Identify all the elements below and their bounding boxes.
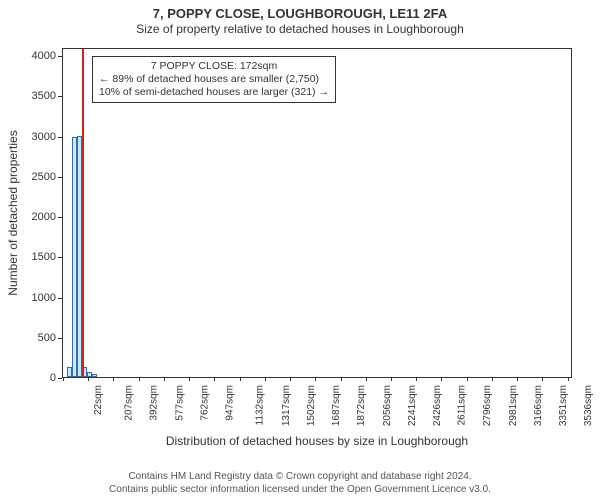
x-tick-mark bbox=[214, 377, 215, 381]
info-line-2: ← 89% of detached houses are smaller (2,… bbox=[99, 73, 329, 86]
y-tick-label: 4000 bbox=[20, 50, 56, 62]
y-tick-mark bbox=[58, 217, 62, 218]
x-tick-mark bbox=[88, 377, 89, 381]
subject-property-marker bbox=[82, 49, 84, 377]
x-axis-label: Distribution of detached houses by size … bbox=[62, 434, 572, 448]
y-tick-label: 2000 bbox=[20, 211, 56, 223]
x-tick-mark bbox=[290, 377, 291, 381]
x-tick-mark bbox=[341, 377, 342, 381]
y-tick-label: 3000 bbox=[20, 131, 56, 143]
x-tick-mark bbox=[265, 377, 266, 381]
y-tick-label: 1500 bbox=[20, 251, 56, 263]
x-tick-mark bbox=[139, 377, 140, 381]
y-tick-label: 0 bbox=[20, 372, 56, 384]
y-tick-mark bbox=[58, 177, 62, 178]
y-tick-mark bbox=[58, 257, 62, 258]
y-tick-mark bbox=[58, 137, 62, 138]
x-tick-mark bbox=[441, 377, 442, 381]
bar bbox=[77, 136, 82, 377]
chart-container: { "title": "7, POPPY CLOSE, LOUGHBOROUGH… bbox=[0, 0, 600, 500]
bar bbox=[92, 374, 97, 377]
y-tick-mark bbox=[58, 56, 62, 57]
x-tick-mark bbox=[113, 377, 114, 381]
x-tick-mark bbox=[164, 377, 165, 381]
x-tick-mark bbox=[315, 377, 316, 381]
x-tick-mark bbox=[189, 377, 190, 381]
info-line-1: 7 POPPY CLOSE: 172sqm bbox=[99, 60, 329, 73]
y-tick-mark bbox=[58, 298, 62, 299]
x-tick-mark bbox=[467, 377, 468, 381]
info-box: 7 POPPY CLOSE: 172sqm ← 89% of detached … bbox=[92, 56, 336, 103]
x-tick-mark bbox=[568, 377, 569, 381]
info-line-3: 10% of semi-detached houses are larger (… bbox=[99, 86, 329, 99]
attribution-line-1: Contains HM Land Registry data © Crown c… bbox=[0, 471, 600, 484]
x-tick-mark bbox=[517, 377, 518, 381]
y-tick-label: 3500 bbox=[20, 90, 56, 102]
y-tick-label: 500 bbox=[20, 332, 56, 344]
y-axis-label: Number of detached properties bbox=[6, 130, 20, 295]
y-tick-mark bbox=[58, 378, 62, 379]
x-tick-mark bbox=[63, 377, 64, 381]
chart-subtitle: Size of property relative to detached ho… bbox=[0, 22, 600, 40]
y-tick-mark bbox=[58, 96, 62, 97]
x-tick-mark bbox=[366, 377, 367, 381]
y-tick-label: 2500 bbox=[20, 171, 56, 183]
x-tick-mark bbox=[240, 377, 241, 381]
y-tick-label: 1000 bbox=[20, 292, 56, 304]
chart-title: 7, POPPY CLOSE, LOUGHBOROUGH, LE11 2FA bbox=[0, 0, 600, 22]
x-tick-mark bbox=[492, 377, 493, 381]
x-tick-mark bbox=[391, 377, 392, 381]
attribution-line-2: Contains public sector information licen… bbox=[0, 484, 600, 497]
x-tick-mark bbox=[542, 377, 543, 381]
x-tick-mark bbox=[416, 377, 417, 381]
y-tick-mark bbox=[58, 338, 62, 339]
attribution: Contains HM Land Registry data © Crown c… bbox=[0, 471, 600, 496]
